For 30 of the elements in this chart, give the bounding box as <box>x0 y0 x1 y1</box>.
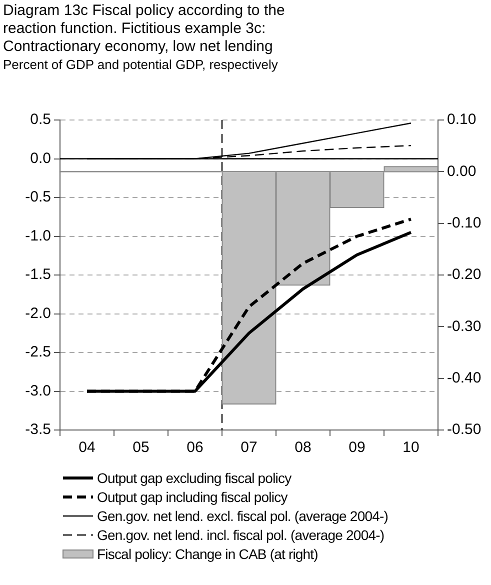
x-tick-label: 08 <box>294 439 312 456</box>
y2-tick-label: 0.10 <box>447 111 476 128</box>
legend-label: Fiscal policy: Change in CAB (at right) <box>97 546 318 562</box>
y-tick-label: -1.5 <box>25 266 51 284</box>
x-tick-label: 04 <box>78 439 96 456</box>
x-tick-label: 05 <box>132 439 150 456</box>
y2-tick-label: -0.50 <box>447 421 482 438</box>
legend-label: Gen.gov. net lend. incl. fiscal pol. (average 2004-) <box>97 526 384 542</box>
x-tick-label: 10 <box>402 439 420 456</box>
y2-tick-label: -0.40 <box>447 369 482 386</box>
y-tick-label: -3.0 <box>25 382 51 400</box>
x-tick-label: 06 <box>186 439 204 456</box>
legend-label: Output gap excluding fiscal policy <box>97 470 292 486</box>
y-tick-label: -3.5 <box>25 421 51 438</box>
y2-tick-label: -0.30 <box>447 318 482 335</box>
legend-label: Output gap including fiscal policy <box>97 488 288 504</box>
y-tick-label: 0.5 <box>30 111 51 128</box>
y2-tick-label: -0.20 <box>447 266 482 284</box>
x-tick-label: 07 <box>240 439 258 456</box>
chart-title: Diagram 13c Fiscal policy according to the reaction function. Fictitious example 3c: Contractionary economy, low net lending <box>3 2 286 56</box>
y2-tick-label: 0.00 <box>447 162 476 180</box>
legend-label: Gen.gov. net lend. excl. fiscal pol. (average 2004-) <box>97 508 388 524</box>
y-tick-label: -1.0 <box>25 227 51 244</box>
y2-tick-label: -0.10 <box>447 214 482 232</box>
y-tick-label: 0.0 <box>30 150 51 167</box>
y-tick-label: -2.0 <box>25 304 51 322</box>
x-tick-label: 09 <box>348 439 366 456</box>
y-tick-label: -2.5 <box>25 344 51 361</box>
y-tick-label: -0.5 <box>25 188 51 206</box>
chart-subtitle: Percent of GDP and potential GDP, respectively <box>3 57 279 73</box>
